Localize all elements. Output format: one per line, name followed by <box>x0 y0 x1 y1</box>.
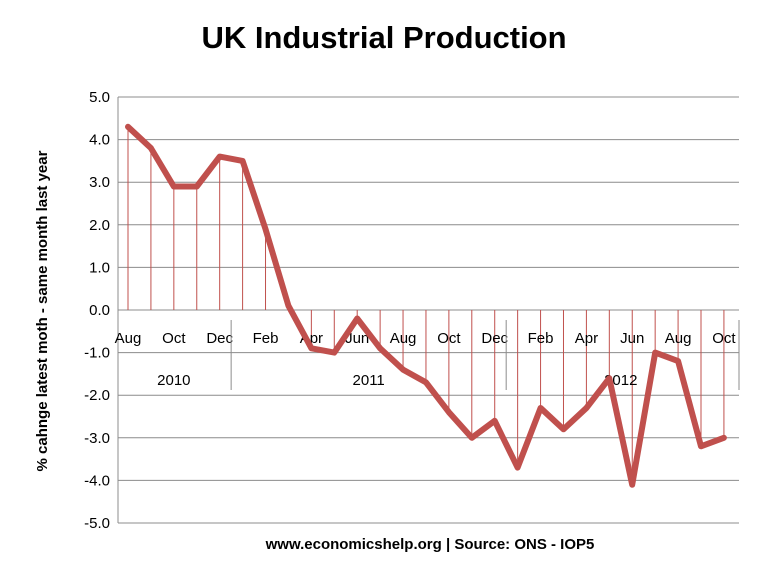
data-point <box>698 443 704 449</box>
data-point <box>125 124 131 130</box>
data-point <box>583 405 589 411</box>
x-tick-label: Apr <box>575 330 598 347</box>
data-point <box>263 226 269 232</box>
series-line <box>125 123 727 488</box>
data-point <box>560 426 566 432</box>
data-point <box>538 405 544 411</box>
y-tick-label: 1.0 <box>89 259 110 276</box>
data-point <box>492 418 498 424</box>
x-tick-label: Aug <box>665 330 692 347</box>
year-label: 2010 <box>157 372 190 389</box>
x-tick-label: Jun <box>345 330 369 347</box>
x-tick-label: Feb <box>528 330 554 347</box>
data-point <box>629 482 635 488</box>
data-point <box>469 435 475 441</box>
data-point <box>423 379 429 385</box>
data-point <box>308 345 314 351</box>
data-point <box>652 350 658 356</box>
y-tick-label: -5.0 <box>84 515 110 532</box>
data-point <box>354 316 360 322</box>
x-tick-label: Dec <box>481 330 508 347</box>
data-point <box>331 350 337 356</box>
x-tick-label: Oct <box>437 330 461 347</box>
y-tick-label: 5.0 <box>89 89 110 106</box>
source-note: www.economicshelp.org | Source: ONS - IO… <box>265 536 595 553</box>
x-tick-label: Dec <box>206 330 233 347</box>
y-tick-label: -1.0 <box>84 345 110 362</box>
y-tick-label: 2.0 <box>89 217 110 234</box>
data-point <box>400 367 406 373</box>
y-tick-label: 3.0 <box>89 174 110 191</box>
x-tick-label: Aug <box>390 330 417 347</box>
chart-title: UK Industrial Production <box>201 20 567 55</box>
data-point <box>194 183 200 189</box>
data-point <box>515 465 521 471</box>
x-tick-label: Jun <box>620 330 644 347</box>
data-point <box>148 145 154 151</box>
x-tick-label: Feb <box>253 330 279 347</box>
data-point <box>606 375 612 381</box>
data-point <box>675 358 681 364</box>
data-point <box>240 158 246 164</box>
x-tick-label: Oct <box>712 330 736 347</box>
data-point <box>721 435 727 441</box>
y-tick-label: -2.0 <box>84 387 110 404</box>
y-tick-label: -4.0 <box>84 472 110 489</box>
year-label: 2011 <box>353 372 385 389</box>
data-point <box>171 183 177 189</box>
x-tick-label: Aug <box>115 330 142 347</box>
data-point <box>285 303 291 309</box>
y-tick-label: 4.0 <box>89 132 110 149</box>
data-point <box>377 345 383 351</box>
x-tick-label: Oct <box>162 330 186 347</box>
data-point <box>446 409 452 415</box>
y-tick-label: -3.0 <box>84 430 110 447</box>
y-tick-label: 0.0 <box>89 302 110 319</box>
data-point <box>217 154 223 160</box>
